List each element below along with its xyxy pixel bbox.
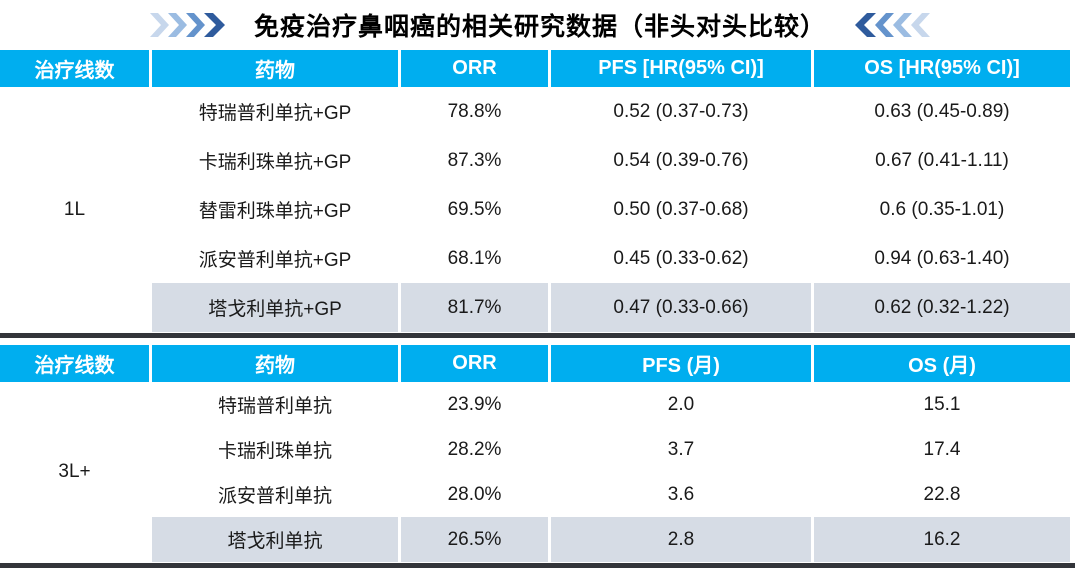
drug-cell: 派安普利单抗+GP: [152, 234, 398, 283]
header-cell-drug: 药物: [152, 345, 398, 382]
pfs-cell: 3.6: [551, 472, 811, 517]
orr-cell: 28.2%: [401, 427, 548, 472]
pfs-cell: 0.45 (0.33-0.62): [551, 234, 811, 283]
pfs-cell: 0.50 (0.37-0.68): [551, 185, 811, 234]
line-label-1l: 1L: [0, 87, 149, 332]
header-cell-pfs: PFS [HR(95% CI)]: [551, 50, 811, 87]
line-label-3l: 3L+: [0, 382, 149, 562]
pfs-cell-highlighted: 0.47 (0.33-0.66): [551, 283, 811, 332]
drug-cell: 替雷利珠单抗+GP: [152, 185, 398, 234]
orr-cell: 23.9%: [401, 382, 548, 427]
pfs-cell: 0.52 (0.37-0.73): [551, 87, 811, 136]
header-cell-os-months: OS (月): [814, 345, 1070, 382]
os-cell-highlighted: 0.62 (0.32-1.22): [814, 283, 1070, 332]
orr-cell: 69.5%: [401, 185, 548, 234]
later-line-table: 治疗线数 药物 ORR PFS (月) OS (月) 3L+ 特瑞普利单抗 23…: [0, 345, 1070, 562]
pfs-cell: 2.0: [551, 382, 811, 427]
header-cell-pfs-months: PFS (月): [551, 345, 811, 382]
drug-cell-highlighted: 塔戈利单抗: [152, 517, 398, 562]
orr-cell: 28.0%: [401, 472, 548, 517]
header-cell-orr: ORR: [401, 50, 548, 87]
header-cell-line: 治疗线数: [0, 345, 149, 382]
header-cell-drug: 药物: [152, 50, 398, 87]
os-cell: 22.8: [814, 472, 1070, 517]
os-cell: 17.4: [814, 427, 1070, 472]
orr-cell-highlighted: 26.5%: [401, 517, 548, 562]
drug-cell: 卡瑞利珠单抗: [152, 427, 398, 472]
pfs-cell-highlighted: 2.8: [551, 517, 811, 562]
drug-cell: 特瑞普利单抗: [152, 382, 398, 427]
drug-cell: 卡瑞利珠单抗+GP: [152, 136, 398, 185]
os-cell-highlighted: 16.2: [814, 517, 1070, 562]
table-bottom-bar: [0, 333, 1075, 338]
table-gap: [0, 338, 1080, 345]
os-cell: 0.6 (0.35-1.01): [814, 185, 1070, 234]
os-cell: 0.94 (0.63-1.40): [814, 234, 1070, 283]
orr-cell: 68.1%: [401, 234, 548, 283]
drug-cell: 特瑞普利单抗+GP: [152, 87, 398, 136]
page-title: 免疫治疗鼻咽癌的相关研究数据（非头对头比较）: [253, 13, 826, 41]
orr-cell: 87.3%: [401, 136, 548, 185]
header-cell-os: OS [HR(95% CI)]: [814, 50, 1070, 87]
header-cell-orr: ORR: [401, 345, 548, 382]
os-cell: 0.67 (0.41-1.11): [814, 136, 1070, 185]
title-bar: 免疫治疗鼻咽癌的相关研究数据（非头对头比较）: [0, 0, 1080, 50]
pfs-cell: 3.7: [551, 427, 811, 472]
os-cell: 15.1: [814, 382, 1070, 427]
title-right-decoration: [848, 12, 930, 38]
header-cell-line: 治疗线数: [0, 50, 149, 87]
pfs-cell: 0.54 (0.39-0.76): [551, 136, 811, 185]
table-bottom-bar: [0, 563, 1075, 568]
orr-cell-highlighted: 81.7%: [401, 283, 548, 332]
drug-cell: 派安普利单抗: [152, 472, 398, 517]
os-cell: 0.63 (0.45-0.89): [814, 87, 1070, 136]
drug-cell-highlighted: 塔戈利单抗+GP: [152, 283, 398, 332]
chevrons-right-icon: [149, 13, 225, 37]
chevrons-left-icon: [855, 13, 930, 37]
title-left-decoration: [149, 12, 232, 38]
first-line-table: 治疗线数 药物 ORR PFS [HR(95% CI)] OS [HR(95% …: [0, 50, 1070, 332]
orr-cell: 78.8%: [401, 87, 548, 136]
